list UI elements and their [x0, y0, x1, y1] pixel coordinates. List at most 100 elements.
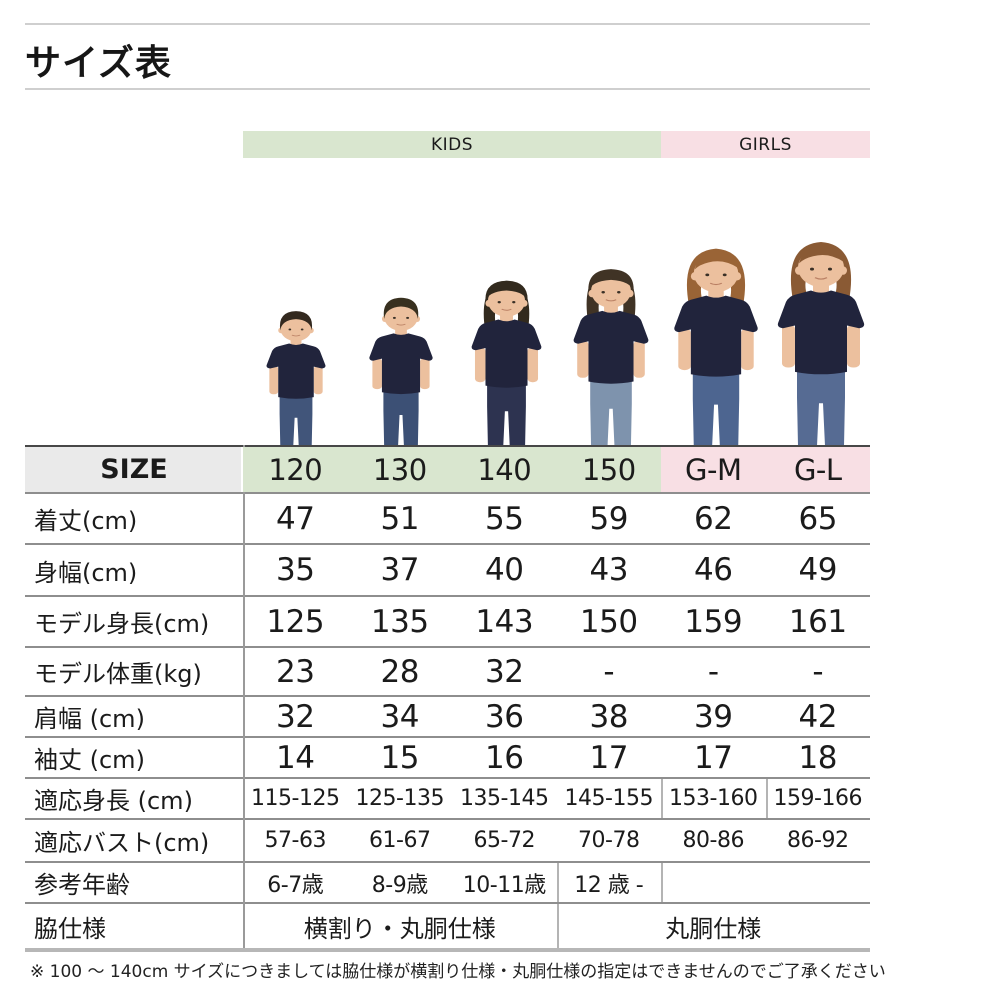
table-cell: 161 [788, 603, 847, 640]
table-cell: 23 [276, 653, 315, 690]
table-cell: 145-155 [564, 786, 654, 811]
table-cell: 135 [370, 603, 429, 640]
table-cell: 159 [684, 603, 743, 640]
row-divider [25, 861, 870, 863]
size-header-label: SIZE [100, 454, 168, 485]
table-cell: 35 [276, 552, 315, 588]
table-bottom-border [25, 948, 870, 952]
table-cell: - [707, 653, 719, 690]
table-cell: 18 [798, 739, 838, 776]
label-column-divider [243, 445, 245, 948]
table-cell: 6-7歳 [267, 872, 324, 898]
person-figure [674, 248, 758, 446]
table-cell: 49 [798, 552, 838, 588]
table-cell: 57-63 [264, 828, 327, 853]
row-divider [25, 777, 870, 779]
table-cell: 135-145 [460, 786, 549, 811]
table-cell: - [603, 653, 615, 690]
table-cell: 65 [798, 500, 838, 537]
table-cell: 34 [380, 698, 420, 735]
table-cell: 42 [798, 698, 838, 735]
table-cell: 46 [694, 552, 733, 588]
kids-group-label: KIDS [430, 134, 474, 155]
table-cell: 40 [485, 552, 524, 588]
row-divider [25, 695, 870, 697]
table-cell: 32 [276, 698, 315, 735]
girls-group-header: GIRLS [661, 131, 870, 158]
table-cell: 55 [485, 500, 524, 537]
row-label: モデル体重(kg) [34, 660, 202, 688]
row-divider [25, 646, 870, 648]
table-cell: 59 [589, 500, 629, 537]
row-divider [25, 736, 870, 738]
page-title: サイズ表 [25, 43, 172, 84]
table-cell: 37 [380, 552, 420, 588]
table-cell: 115-125 [251, 786, 340, 811]
model-photo-130 [357, 291, 445, 446]
row-label: モデル身長(cm) [34, 610, 210, 638]
row-label: 身幅(cm) [34, 558, 138, 587]
table-cell: 70-78 [578, 828, 640, 853]
table-cell: 15 [380, 739, 420, 776]
table-cell: 32 [485, 653, 524, 690]
table-cell: 17 [694, 739, 733, 776]
row-divider [25, 543, 870, 545]
table-cell-merged: 横割り・丸胴仕様 [303, 914, 496, 943]
size-column-header: 130 [372, 452, 427, 487]
table-cell: 125-135 [355, 786, 445, 811]
girls-columns-bg [661, 447, 870, 492]
table-cell: 51 [380, 500, 420, 537]
cell-divider [661, 863, 663, 902]
person-figure [369, 297, 433, 446]
row-label: 適応バスト(cm) [34, 829, 210, 857]
person-figure [471, 280, 541, 446]
kids-columns-bg [243, 447, 661, 492]
table-cell: 36 [485, 698, 524, 735]
table-cell: - [812, 653, 824, 690]
size-column-header: 120 [268, 452, 323, 487]
size-header-bg [25, 447, 241, 492]
table-cell: 61-67 [369, 828, 431, 853]
size-column-header: G-M [685, 452, 742, 487]
table-cell: 159-166 [773, 786, 863, 811]
row-label: 参考年齢 [34, 871, 130, 899]
table-cell: 125 [266, 603, 325, 640]
table-cell: 16 [485, 739, 524, 776]
table-top-border [25, 445, 870, 447]
person-figure [573, 269, 649, 446]
girls-group-label: GIRLS [739, 134, 792, 155]
model-photo-140 [458, 272, 555, 446]
cell-divider [661, 779, 663, 818]
table-cell: 47 [276, 500, 315, 537]
row-label: 適応身長 (cm) [34, 787, 193, 815]
title-top-divider [25, 23, 870, 25]
table-cell: 39 [694, 698, 733, 735]
model-photo-120 [255, 305, 337, 446]
kids-group-header: KIDS [243, 131, 661, 158]
table-cell: 38 [589, 698, 629, 735]
table-cell: 8-9歳 [371, 872, 428, 898]
table-cell: 28 [380, 653, 420, 690]
row-divider [25, 818, 870, 820]
cell-divider [556, 904, 559, 948]
table-cell: 86-92 [787, 828, 849, 853]
table-cell: 62 [694, 500, 733, 537]
table-cell: 43 [589, 552, 629, 588]
person-figure [266, 311, 326, 446]
size-column-header: 140 [477, 452, 532, 487]
row-label: 脇仕様 [34, 914, 106, 943]
row-divider [25, 595, 870, 597]
model-photo-G-M [658, 239, 774, 446]
row-divider [25, 492, 870, 494]
table-cell-merged: 丸胴仕様 [665, 914, 762, 943]
cell-divider [765, 779, 768, 818]
title-bottom-divider [25, 88, 870, 90]
model-photo-150 [559, 260, 663, 446]
table-cell: 143 [475, 603, 534, 640]
table-cell: 80-86 [682, 828, 745, 853]
size-column-header: 150 [581, 452, 636, 487]
person-figure [777, 241, 865, 446]
model-photo-G-L [761, 232, 881, 446]
table-cell: 10-11歳 [462, 872, 546, 898]
row-label: 肩幅 (cm) [34, 705, 145, 733]
